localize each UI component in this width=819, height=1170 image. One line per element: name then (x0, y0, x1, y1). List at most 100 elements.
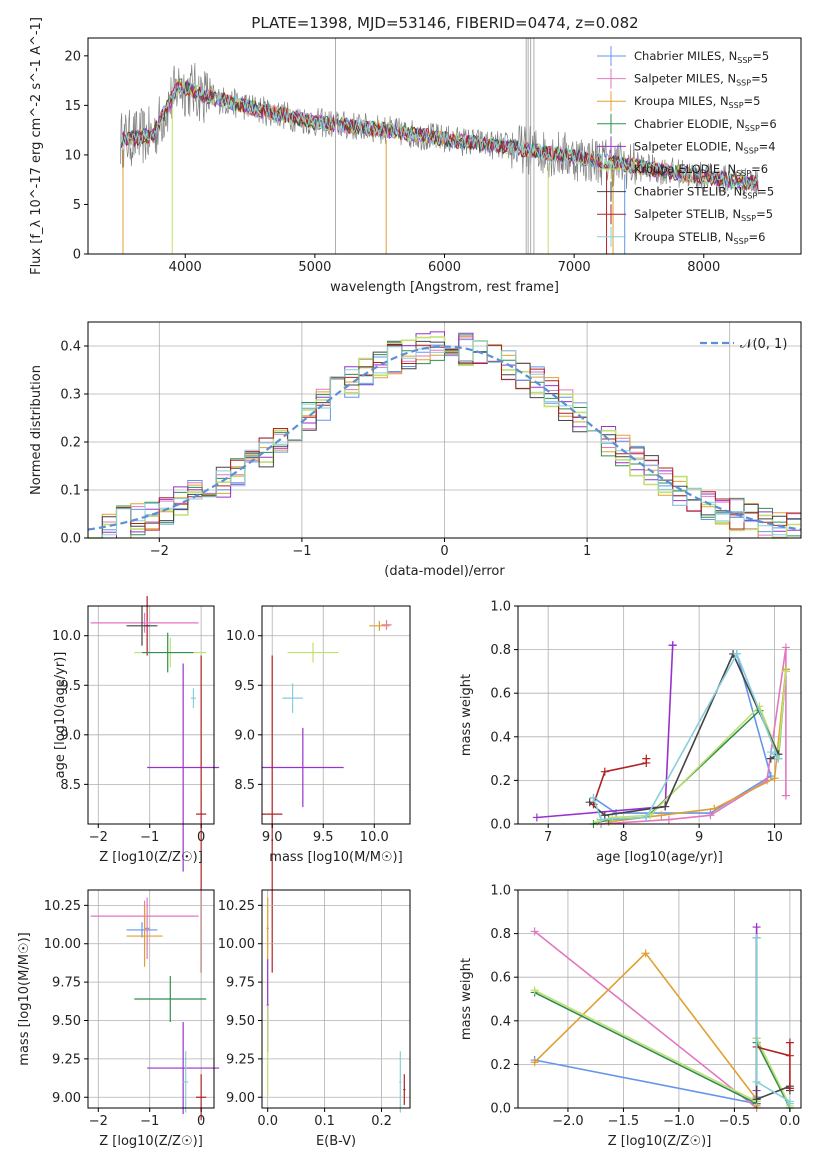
axes-frame (87, 889, 215, 1109)
x-tick-label: 2 (726, 544, 734, 559)
normal-curve (87, 345, 802, 531)
x-tick-label: 1 (583, 544, 591, 559)
y-tick-label: 9.5 (60, 679, 81, 694)
x-tick-label: 8000 (687, 260, 720, 275)
y-tick-label: 0.0 (490, 1102, 511, 1117)
weight-point-salpeter_stelib (600, 767, 609, 776)
y-tick-label: 9.75 (52, 976, 81, 991)
y-tick-label: 0 (73, 248, 81, 263)
weight-point-kroupa_stelib (774, 754, 783, 763)
weight-point-salpeter_miles (530, 927, 539, 936)
y-tick-label: 0.6 (490, 971, 511, 986)
legend-entry: Kroupa MILES, NSSP=5 (597, 91, 760, 112)
weight-point-salpeter_miles (781, 643, 790, 652)
x-tick-label: −1.5 (608, 1114, 640, 1129)
weight-point-salpeter_elodie (532, 813, 541, 822)
weight-line-kroupa_stelib (592, 652, 780, 821)
x-tick-label: 0 (440, 544, 448, 559)
y-axis-label: mass [log10(M/M☉)] (17, 932, 32, 1065)
legend-label: Chabrier MILES, NSSP=5 (634, 49, 769, 65)
axes-frame (261, 889, 411, 1109)
y-tick-label: 10.0 (52, 629, 81, 644)
weight-point-kroupa_stelib (766, 748, 775, 757)
axes-frame (517, 889, 802, 1109)
weight-line-kroupa_elodie (596, 671, 787, 823)
x-tick-label: 5000 (298, 260, 331, 275)
legend-entry: Chabrier STELIB, NSSP=5 (597, 181, 774, 202)
plot-area (90, 897, 220, 1121)
legend-entry: Kroupa STELIB, NSSP=6 (597, 226, 765, 247)
y-tick-label: 10.00 (44, 937, 81, 952)
weight-point-kroupa_miles (657, 811, 666, 820)
x-tick-label: 9.5 (313, 830, 334, 845)
y-tick-label: 1.0 (490, 884, 511, 899)
y-tick-label: 9.0 (60, 728, 81, 743)
legend-entry: Chabrier ELODIE, NSSP=6 (597, 113, 777, 134)
weight-point-salpeter_miles (664, 815, 673, 824)
x-axis-label: E(B-V) (316, 1134, 356, 1149)
plot-area (266, 897, 406, 1113)
chart-title: PLATE=1398, MJD=53146, FIBERID=0474, z=0… (251, 14, 638, 32)
y-axis-label: Flux [f_λ 10^-17 erg cm^-2 s^-1 A^-1] (29, 17, 44, 275)
weight-point-kroupa_miles (530, 1058, 539, 1067)
x-axis-label: mass [log10(M/M☉)] (269, 850, 402, 865)
x-tick-label: −0.5 (719, 1114, 751, 1129)
plot-area (530, 923, 794, 1112)
x-axis-label: Z [log10(Z/Z☉)] (99, 1134, 203, 1149)
y-tick-label: 9.50 (226, 1014, 255, 1029)
legend-label: Kroupa STELIB, NSSP=6 (634, 230, 765, 246)
weight-point-salpeter_stelib (785, 1038, 794, 1047)
x-tick-label: 0.2 (371, 1114, 392, 1129)
axes-frame (261, 605, 411, 825)
y-tick-label: 8.5 (60, 778, 81, 793)
weight-point-salpeter_miles (781, 791, 790, 800)
y-tick-label: 9.0 (234, 728, 255, 743)
axes-frame (87, 321, 802, 539)
axes-frame (87, 37, 802, 255)
x-tick-label: 0.0 (780, 1114, 801, 1129)
weight-point-salpeter_miles (706, 811, 715, 820)
x-tick-label: 7 (544, 830, 552, 845)
x-tick-label: 0 (197, 1114, 205, 1129)
weight-point-salpeter_stelib (642, 754, 651, 763)
x-axis-label: Z [log10(Z/Z☉)] (608, 1134, 712, 1149)
weight-point-kroupa_stelib (597, 815, 606, 824)
y-tick-label: 0.0 (490, 818, 511, 833)
weight-point-kroupa_stelib (752, 1077, 761, 1086)
y-tick-label: 9.00 (52, 1091, 81, 1106)
y-tick-label: 0.2 (60, 436, 81, 451)
x-tick-label: −1 (140, 830, 159, 845)
y-tick-label: 0.4 (490, 730, 511, 745)
y-tick-label: 0.0 (60, 532, 81, 547)
x-tick-label: 6000 (428, 260, 461, 275)
x-tick-label: 10.0 (360, 830, 389, 845)
y-tick-label: 8.5 (234, 778, 255, 793)
y-tick-label: 10.0 (226, 629, 255, 644)
x-tick-label: −1 (140, 1114, 159, 1129)
x-axis-label: wavelength [Angstrom, rest frame] (330, 280, 559, 295)
weight-point-kroupa_elodie (781, 667, 790, 676)
x-tick-label: −2.0 (552, 1114, 584, 1129)
plot-area (87, 331, 802, 539)
weight-point-salpeter_stelib (785, 1084, 794, 1093)
histogram-kroupa_stelib (88, 340, 801, 539)
y-tick-label: 10.25 (44, 899, 81, 914)
x-tick-label: 0.1 (314, 1114, 335, 1129)
y-tick-label: 9.25 (52, 1052, 81, 1067)
x-tick-label: 9 (695, 830, 703, 845)
weight-line-salpeter_elodie (536, 645, 674, 819)
legend-label: Salpeter ELODIE, NSSP=4 (634, 139, 776, 155)
x-tick-label: −1 (292, 544, 311, 559)
x-tick-label: 10 (766, 830, 783, 845)
y-tick-label: 0.4 (60, 340, 81, 355)
y-tick-label: 5 (73, 198, 81, 213)
legend-label: Chabrier ELODIE, NSSP=6 (634, 117, 777, 133)
legend-label: Salpeter MILES, NSSP=5 (634, 72, 768, 88)
y-axis-label: mass weight (459, 958, 474, 1040)
x-tick-label: 4000 (169, 260, 202, 275)
residual-histogram-panel: −2 −1 0 1 2 0.0 0.1 0.2 0.3 0.4 (data-model)/error… (29, 322, 802, 579)
plot-area (262, 619, 392, 973)
weight-point-chabrier_stelib (661, 802, 670, 811)
legend-entry: Salpeter MILES, NSSP=5 (597, 68, 768, 89)
